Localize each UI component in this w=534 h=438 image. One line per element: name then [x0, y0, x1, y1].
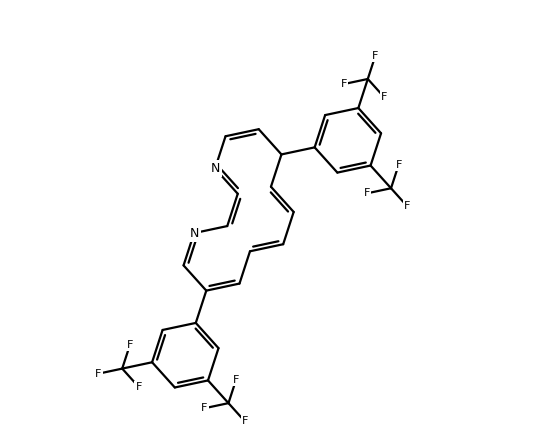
Text: F: F	[404, 201, 411, 212]
Text: F: F	[241, 416, 248, 426]
Text: F: F	[136, 382, 142, 392]
Text: F: F	[233, 375, 239, 385]
Text: F: F	[372, 51, 379, 61]
Text: F: F	[395, 160, 402, 170]
Text: F: F	[364, 188, 370, 198]
Text: F: F	[201, 403, 208, 413]
Text: F: F	[127, 340, 133, 350]
Text: F: F	[381, 92, 387, 102]
Text: N: N	[190, 226, 199, 240]
Text: N: N	[210, 162, 219, 175]
Text: F: F	[95, 369, 101, 379]
Text: F: F	[341, 79, 347, 89]
